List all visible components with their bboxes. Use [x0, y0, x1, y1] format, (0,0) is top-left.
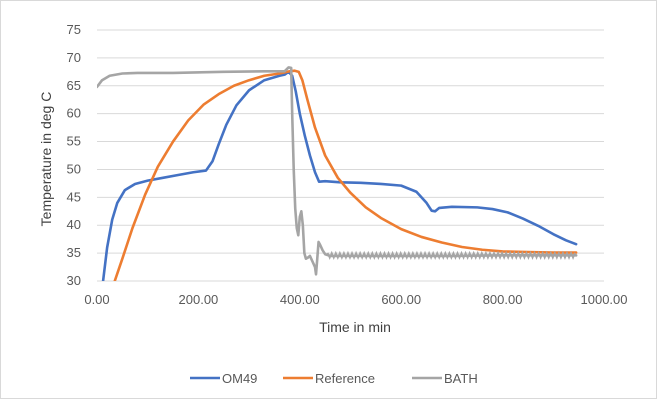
series-line-reference — [113, 69, 578, 281]
series-ripple-bath — [326, 250, 576, 260]
x-axis-ticks: 0.00 200.00 400.00 600.00 800.00 1000.00 — [84, 292, 627, 307]
y-tick-label: 45 — [67, 189, 81, 204]
x-axis-title: Time in min — [319, 319, 391, 335]
x-tick-label: 600.00 — [381, 292, 421, 307]
x-tick-label: 400.00 — [280, 292, 320, 307]
series-lines — [97, 66, 578, 281]
y-tick-label: 35 — [67, 245, 81, 260]
legend-label-bath: BATH — [444, 371, 478, 386]
x-tick-label: 0.00 — [84, 292, 109, 307]
y-axis-ticks: 30 35 40 45 50 55 60 65 70 75 — [67, 22, 81, 288]
y-tick-label: 55 — [67, 134, 81, 149]
series-line-bath — [97, 66, 578, 276]
x-tick-label: 1000.00 — [581, 292, 628, 307]
x-tick-label: 800.00 — [483, 292, 523, 307]
legend: OM49 Reference BATH — [190, 371, 478, 386]
y-tick-label: 75 — [67, 22, 81, 37]
gridlines — [97, 29, 604, 282]
series-line-om49 — [101, 70, 578, 281]
y-tick-label: 60 — [67, 106, 81, 121]
y-tick-label: 70 — [67, 50, 81, 65]
y-tick-label: 50 — [67, 161, 81, 176]
legend-label-om49: OM49 — [222, 371, 257, 386]
y-tick-label: 30 — [67, 273, 81, 288]
y-tick-label: 65 — [67, 78, 81, 93]
legend-label-reference: Reference — [315, 371, 375, 386]
x-tick-label: 200.00 — [179, 292, 219, 307]
y-tick-label: 40 — [67, 217, 81, 232]
y-axis-title: Temperature in deg C — [38, 92, 54, 227]
